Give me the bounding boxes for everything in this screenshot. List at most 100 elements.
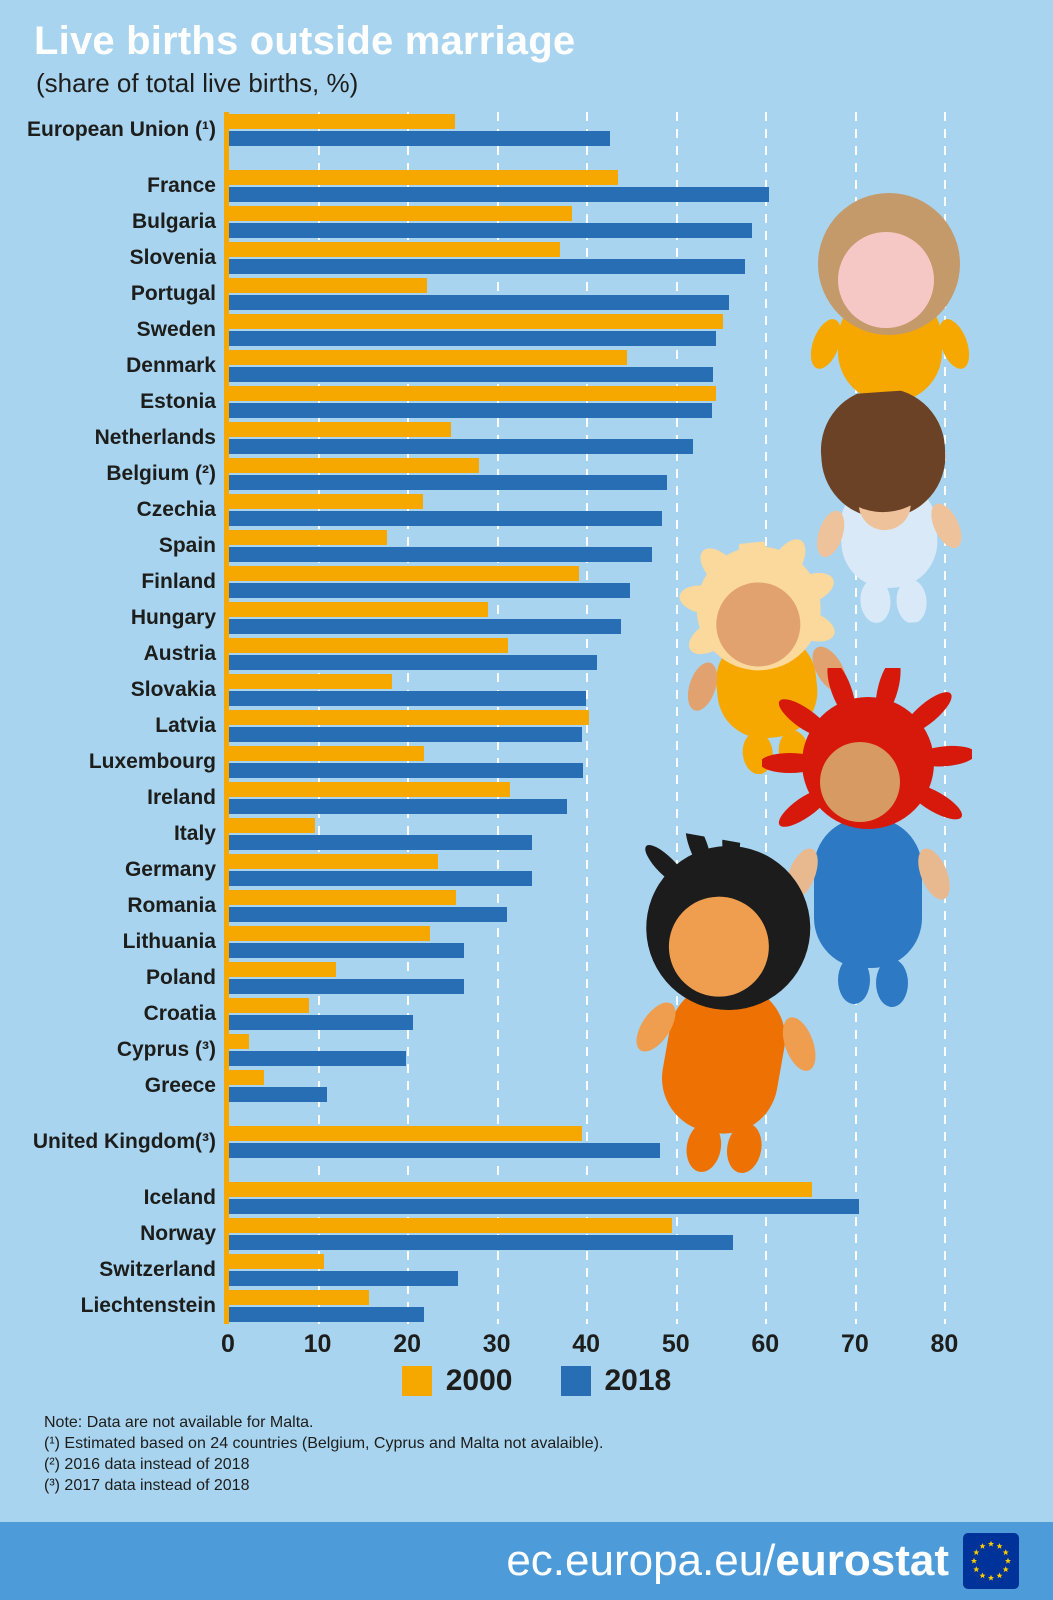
footer-url: ec.europa.eu/eurostat xyxy=(506,1539,949,1583)
country-bars xyxy=(228,492,1025,528)
footnote-2: (²) 2016 data instead of 2018 xyxy=(44,1456,250,1473)
footer-url-brand: eurostat xyxy=(775,1536,949,1585)
country-row: European Union (¹) xyxy=(0,112,1025,148)
footer-url-domain: ec.europa.eu/ xyxy=(506,1536,776,1585)
footer: ec.europa.eu/eurostat xyxy=(0,1522,1053,1600)
bar-2018 xyxy=(228,835,533,850)
bar-2018 xyxy=(228,619,622,634)
axis-tick-label: 20 xyxy=(393,1330,421,1358)
bar-2000 xyxy=(228,1290,369,1305)
country-bars xyxy=(228,168,1025,204)
country-row: Belgium (²) xyxy=(0,456,1025,492)
bar-2000 xyxy=(228,242,561,257)
bar-2018 xyxy=(228,727,582,742)
bar-2000 xyxy=(228,602,488,617)
footnotes: Note: Data are not available for Malta. … xyxy=(44,1412,1053,1496)
country-row: Latvia xyxy=(0,708,1025,744)
bar-2000 xyxy=(228,494,424,509)
axis-tick-label: 10 xyxy=(303,1330,332,1358)
country-label: Germany xyxy=(124,858,216,881)
country-label: Spain xyxy=(158,534,216,557)
bar-2018 xyxy=(228,131,611,146)
country-row: Austria xyxy=(0,636,1025,672)
country-group: European Union (¹) xyxy=(0,112,1025,148)
country-label: Romania xyxy=(127,894,216,917)
country-bars xyxy=(228,744,1025,780)
country-label: United Kingdom(³) xyxy=(32,1130,216,1153)
bar-2018 xyxy=(228,259,745,274)
country-label: Bulgaria xyxy=(131,210,216,233)
bar-2018 xyxy=(228,439,693,454)
chart-subtitle: (share of total live births, %) xyxy=(36,68,359,98)
bar-2000 xyxy=(228,422,451,437)
chart-rows: European Union (¹) France Bulgaria Slovenia… xyxy=(0,112,1025,1324)
country-bars xyxy=(228,312,1025,348)
country-row: France xyxy=(0,168,1025,204)
country-label: Latvia xyxy=(155,714,216,737)
child-illustration-red-hair xyxy=(762,668,972,1008)
axis-tick-label: 0 xyxy=(221,1330,235,1358)
country-bars xyxy=(228,1068,1025,1104)
country-label: Sweden xyxy=(136,318,216,341)
country-row: Spain xyxy=(0,528,1025,564)
country-bars xyxy=(228,636,1025,672)
axis-tick-label: 30 xyxy=(482,1330,511,1358)
country-row: Iceland xyxy=(0,1180,1025,1216)
country-label: Italy xyxy=(173,822,216,845)
country-bars xyxy=(228,564,1025,600)
country-row: Portugal xyxy=(0,276,1025,312)
bar-2018 xyxy=(228,331,717,346)
bar-2000 xyxy=(228,206,572,221)
country-row: Romania xyxy=(0,888,1025,924)
legend-swatch-2018 xyxy=(560,1366,591,1396)
axis-tick-label: 70 xyxy=(840,1330,869,1358)
bar-2000 xyxy=(228,530,387,545)
header: Live births outside marriage (share of t… xyxy=(0,0,1053,100)
country-label: European Union (¹) xyxy=(27,118,216,141)
country-label: Norway xyxy=(140,1222,216,1245)
country-bars xyxy=(228,420,1025,456)
bar-2018 xyxy=(228,1015,414,1030)
bar-2000 xyxy=(228,566,580,581)
country-label: Slovenia xyxy=(129,246,216,269)
bar-2018 xyxy=(228,943,465,958)
legend-item-2018: 2018 xyxy=(560,1364,671,1398)
legend-swatch-2000 xyxy=(401,1366,432,1396)
country-bars xyxy=(228,924,1025,960)
bar-2018 xyxy=(228,1087,328,1102)
country-row: Slovakia xyxy=(0,672,1025,708)
bar-2018 xyxy=(228,655,597,670)
bar-2000 xyxy=(228,890,457,905)
country-row: Ireland xyxy=(0,780,1025,816)
country-row: Finland xyxy=(0,564,1025,600)
country-row: Slovenia xyxy=(0,240,1025,276)
eu-flag-icon xyxy=(963,1533,1019,1589)
bar-2018 xyxy=(228,367,714,382)
country-row: Liechtenstein xyxy=(0,1288,1025,1324)
bar-2000 xyxy=(228,926,431,941)
bar-2000 xyxy=(228,818,315,833)
bar-2000 xyxy=(228,386,717,401)
country-bars xyxy=(228,1288,1025,1324)
bar-2018 xyxy=(228,1235,734,1250)
country-label: Luxembourg xyxy=(88,750,216,773)
country-bars xyxy=(228,852,1025,888)
bar-2000 xyxy=(228,998,309,1013)
country-bars xyxy=(228,600,1025,636)
country-row: Norway xyxy=(0,1216,1025,1252)
country-group: Iceland Norway Switzerland Liechtenstein xyxy=(0,1180,1025,1324)
footnote-3: (³) 2017 data instead of 2018 xyxy=(44,1477,250,1494)
bar-2018 xyxy=(228,979,465,994)
country-bars xyxy=(228,204,1025,240)
country-label: Iceland xyxy=(143,1186,216,1209)
country-label: Ireland xyxy=(147,786,216,809)
country-bars xyxy=(228,528,1025,564)
bar-2000 xyxy=(228,1182,812,1197)
bar-2000 xyxy=(228,854,438,869)
bar-2000 xyxy=(228,1034,249,1049)
country-bars xyxy=(228,240,1025,276)
country-row: United Kingdom(³) xyxy=(0,1124,1025,1160)
bar-2000 xyxy=(228,638,509,653)
country-label: Czechia xyxy=(136,498,216,521)
bar-2000 xyxy=(228,350,628,365)
